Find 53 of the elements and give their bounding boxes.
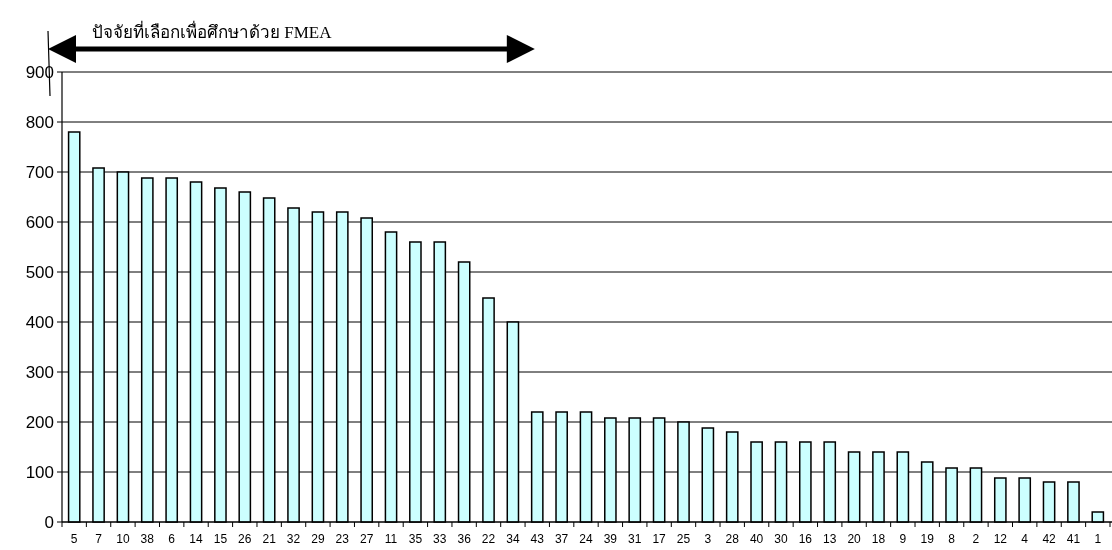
x-tick-label: 24 [579, 532, 593, 546]
x-tick-label: 4 [1021, 532, 1029, 546]
x-tick-label: 39 [603, 532, 618, 546]
y-tick-label: 700 [25, 163, 54, 182]
x-tick-label: 8 [948, 532, 956, 546]
x-tick-label: 29 [311, 532, 325, 546]
x-tick-label: 10 [116, 532, 130, 546]
x-tick-label: 27 [359, 532, 374, 546]
x-tick-label: 22 [481, 532, 496, 546]
x-tick-label: 19 [920, 532, 935, 546]
x-tick-label: 33 [433, 532, 447, 546]
y-tick-label: 200 [25, 413, 54, 432]
x-tick-label: 36 [457, 532, 472, 546]
x-tick-label: 26 [238, 532, 252, 546]
x-tick-label: 41 [1066, 532, 1081, 546]
x-tick-label: 21 [262, 532, 277, 546]
y-tick-label: 300 [25, 363, 54, 382]
x-tick-label: 28 [725, 532, 740, 546]
x-tick-label: 1 [1094, 532, 1102, 546]
y-tick-label: 800 [25, 113, 54, 132]
x-tick-label: 14 [189, 532, 204, 546]
x-tick-label: 3 [704, 532, 712, 546]
x-tick-label: 17 [652, 532, 667, 546]
x-tick-label: 34 [506, 532, 520, 546]
x-tick-label: 12 [993, 532, 1008, 546]
y-tick-label: 500 [25, 263, 54, 282]
x-tick-label: 15 [213, 532, 228, 546]
x-tick-label: 32 [286, 532, 301, 546]
x-tick-label: 35 [408, 532, 423, 546]
x-tick-label: 37 [554, 532, 569, 546]
x-tick-label: 11 [384, 532, 398, 546]
x-tick-label: 38 [140, 532, 155, 546]
x-tick-label: 9 [899, 532, 907, 546]
text: ปัจจัยที่เลือกเพื่อศึกษาด้วย FMEA [92, 20, 333, 42]
y-tick-label: 600 [25, 213, 54, 232]
x-tick-label: 23 [335, 532, 350, 546]
y-tick-label: 400 [25, 313, 54, 332]
x-tick-label: 43 [530, 532, 545, 546]
x-tick-label: 20 [847, 532, 862, 546]
x-tick-label: 7 [95, 532, 103, 546]
x-tick-label: 13 [823, 532, 837, 546]
x-tick-label: 6 [168, 532, 176, 546]
x-tick-label: 42 [1042, 532, 1057, 546]
y-tick-label: 100 [25, 463, 54, 482]
y-tick-label: 0 [44, 513, 54, 532]
x-tick-label: 18 [871, 532, 886, 546]
x-tick-label: 25 [676, 532, 691, 546]
x-tick-label: 16 [798, 532, 813, 546]
x-tick-label: 40 [749, 532, 764, 546]
x-tick-label: 30 [774, 532, 788, 546]
x-tick-label: 31 [628, 532, 642, 546]
x-tick-label: 2 [972, 532, 980, 546]
x-tick-label: 5 [70, 532, 78, 546]
